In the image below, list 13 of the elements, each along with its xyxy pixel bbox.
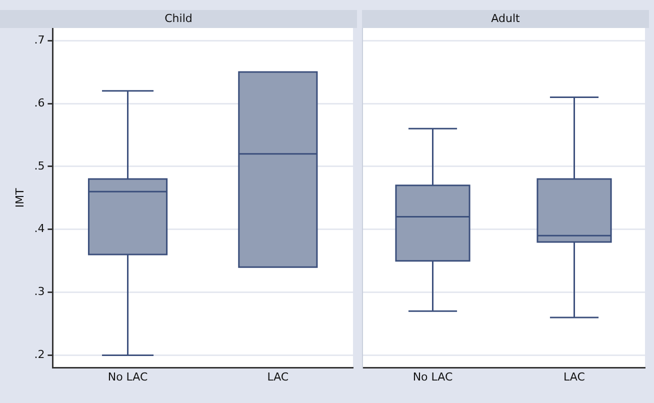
- x-tick-label: No LAC: [412, 370, 453, 384]
- y-tick-label: .2: [34, 348, 45, 362]
- y-axis-title: IMT: [13, 188, 26, 208]
- y-tick-label: .5: [34, 159, 45, 172]
- x-tick-label: LAC: [267, 370, 289, 384]
- x-tick-label: LAC: [564, 370, 586, 384]
- x-tick-label: No LAC: [108, 370, 148, 384]
- y-tick-label: .7: [34, 33, 45, 46]
- chart-title: Child: [0, 10, 357, 28]
- y-tick-label: .6: [34, 96, 45, 110]
- chart-title: Adult: [362, 10, 649, 28]
- y-tick-label: .4: [34, 222, 45, 236]
- y-tick-label: .3: [34, 285, 45, 298]
